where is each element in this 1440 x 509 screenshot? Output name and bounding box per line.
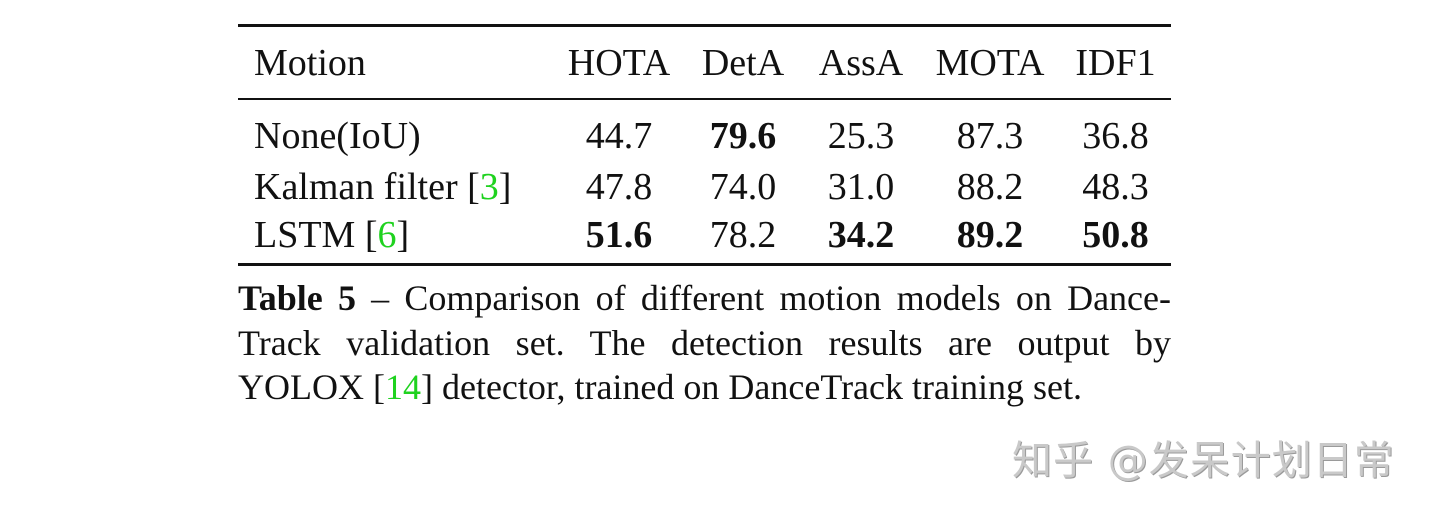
cell-assa: 25.3 [827,115,895,157]
cell-mota: 88.2 [956,165,1024,208]
citation-link[interactable]: 14 [384,367,421,407]
watermark: 知乎 @发呆计划日常 [1012,438,1395,484]
header-hota: HOTA [567,41,671,84]
header-mota: MOTA [935,41,1045,84]
cell-deta: 78.2 [709,214,777,256]
row-method: Kalman filter [3] [254,165,512,208]
caption-text: – Comparison of different motion models … [238,278,1171,407]
caption-label: Table 5 [238,278,356,318]
cell-deta: 79.6 [709,115,777,157]
table-bottom-rule [238,263,1171,266]
cell-mota: 87.3 [956,115,1024,157]
cell-assa: 31.0 [827,165,895,208]
cell-deta: 74.0 [709,165,777,208]
table-mid-rule [238,98,1171,100]
cell-hota: 47.8 [585,165,653,208]
cell-hota: 44.7 [585,115,653,157]
row-method: LSTM [6] [254,214,410,256]
cell-hota: 51.6 [585,214,653,256]
header-idf1: IDF1 [1075,41,1156,84]
results-table: Motion HOTA DetA AssA MOTA IDF1 [238,27,1171,98]
row-method: None(IoU) [254,115,421,157]
table-row: None(IoU) 44.7 79.6 25.3 87.3 36.8 [238,100,1171,162]
citation-link[interactable]: 6 [377,214,397,256]
cell-idf1: 36.8 [1082,115,1149,157]
table-row: Kalman filter [3] 47.8 74.0 31.0 88.2 48… [238,162,1171,211]
cell-idf1: 50.8 [1082,214,1149,256]
header-assa: AssA [818,41,904,84]
results-table-block: Motion HOTA DetA AssA MOTA IDF1 None(IoU… [238,24,1171,266]
cell-mota: 89.2 [956,214,1024,256]
table-row: LSTM [6] 51.6 78.2 34.2 89.2 50.8 [238,211,1171,263]
citation-link[interactable]: 3 [479,165,499,208]
cell-idf1: 48.3 [1082,165,1149,208]
results-table-body: None(IoU) 44.7 79.6 25.3 87.3 36.8 Kalma… [238,100,1171,263]
cell-assa: 34.2 [827,214,895,256]
table-caption: Table 5 – Comparison of different motion… [238,276,1171,410]
header-deta: DetA [701,41,785,84]
table-top-rule [238,24,1171,27]
caption-text-end: ] detector, trained on DanceTrack traini… [420,367,1082,407]
table-header-row: Motion HOTA DetA AssA MOTA IDF1 [238,27,1171,98]
header-motion: Motion [254,41,366,84]
